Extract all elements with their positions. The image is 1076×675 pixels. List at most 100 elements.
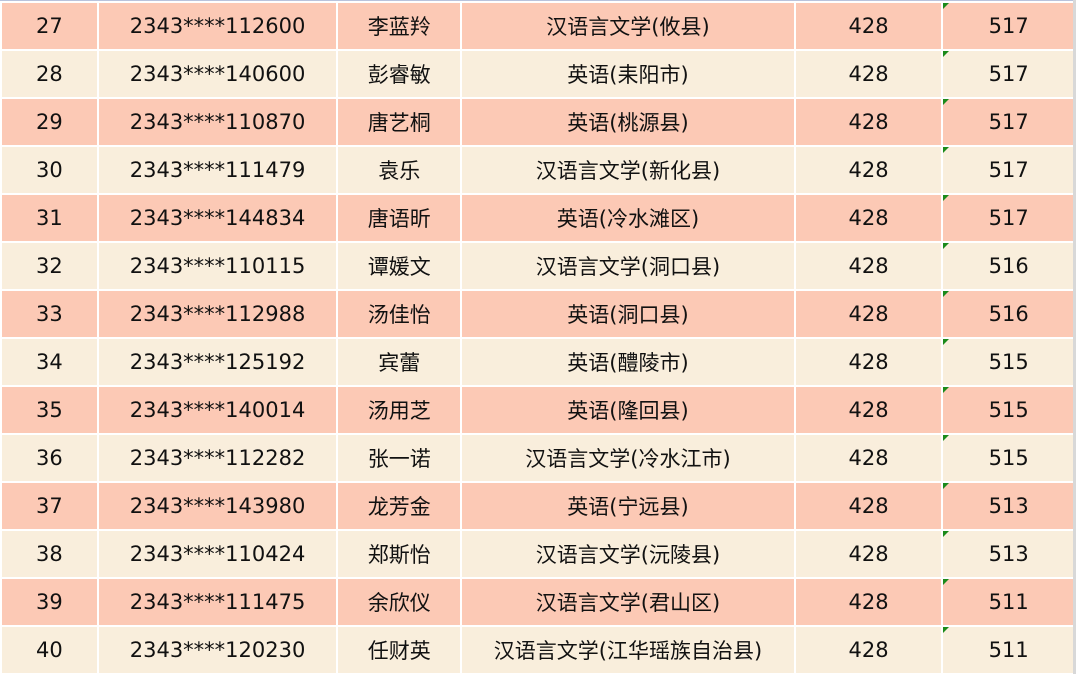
major-region-cell[interactable]: 英语(耒阳市) [460,49,796,99]
score-a-cell[interactable]: 428 [793,145,944,195]
table-row: 35 2343****140014 汤用芝 英语(隆回县) 428 515 [0,385,1076,435]
score-a-cell[interactable]: 428 [793,289,944,339]
student-name-cell[interactable]: 汤用芝 [336,385,463,435]
student-name-cell[interactable]: 唐语昕 [336,193,463,243]
score-b-cell[interactable]: 516 [941,289,1076,339]
score-b-cell[interactable]: 515 [941,385,1076,435]
score-b-cell[interactable]: 517 [941,1,1076,51]
exam-id-cell[interactable]: 2343****112600 [96,1,339,51]
table-row: 29 2343****110870 唐艺桐 英语(桃源县) 428 517 [0,97,1076,147]
row-number-cell[interactable]: 29 [0,97,99,147]
student-name-cell[interactable]: 任财英 [336,625,463,675]
row-number-cell[interactable]: 36 [0,433,99,483]
column-edge [1073,0,1076,674]
student-name-cell[interactable]: 袁乐 [336,145,463,195]
score-b-cell[interactable]: 517 [941,145,1076,195]
row-number-cell[interactable]: 32 [0,241,99,291]
row-number-cell[interactable]: 38 [0,529,99,579]
major-region-cell[interactable]: 汉语言文学(沅陵县) [460,529,796,579]
student-name-cell[interactable]: 龙芳金 [336,481,463,531]
table-row: 40 2343****120230 任财英 汉语言文学(江华瑶族自治县) 428 511 [0,625,1076,675]
table-row: 37 2343****143980 龙芳金 英语(宁远县) 428 513 [0,481,1076,531]
student-name-cell[interactable]: 郑斯怡 [336,529,463,579]
student-name-cell[interactable]: 唐艺桐 [336,97,463,147]
student-name-cell[interactable]: 彭睿敏 [336,49,463,99]
row-number-cell[interactable]: 31 [0,193,99,243]
score-a-cell[interactable]: 428 [793,193,944,243]
major-region-cell[interactable]: 汉语言文学(君山区) [460,577,796,627]
major-region-cell[interactable]: 汉语言文学(新化县) [460,145,796,195]
score-b-cell[interactable]: 515 [941,433,1076,483]
table-row: 38 2343****110424 郑斯怡 汉语言文学(沅陵县) 428 513 [0,529,1076,579]
table-row: 31 2343****144834 唐语昕 英语(冷水滩区) 428 517 [0,193,1076,243]
row-number-cell[interactable]: 33 [0,289,99,339]
score-a-cell[interactable]: 428 [793,337,944,387]
score-a-cell[interactable]: 428 [793,529,944,579]
table-row: 34 2343****125192 宾蕾 英语(醴陵市) 428 515 [0,337,1076,387]
table-row: 30 2343****111479 袁乐 汉语言文学(新化县) 428 517 [0,145,1076,195]
table-row: 32 2343****110115 谭媛文 汉语言文学(洞口县) 428 516 [0,241,1076,291]
exam-id-cell[interactable]: 2343****144834 [96,193,339,243]
table-row: 39 2343****111475 余欣仪 汉语言文学(君山区) 428 511 [0,577,1076,627]
row-number-cell[interactable]: 37 [0,481,99,531]
student-name-cell[interactable]: 谭媛文 [336,241,463,291]
table-row: 27 2343****112600 李蓝羚 汉语言文学(攸县) 428 517 [0,1,1076,51]
top-border [0,0,1076,1]
row-number-cell[interactable]: 40 [0,625,99,675]
exam-id-cell[interactable]: 2343****111479 [96,145,339,195]
major-region-cell[interactable]: 英语(冷水滩区) [460,193,796,243]
student-name-cell[interactable]: 宾蕾 [336,337,463,387]
major-region-cell[interactable]: 汉语言文学(攸县) [460,1,796,51]
score-a-cell[interactable]: 428 [793,97,944,147]
score-b-cell[interactable]: 517 [941,193,1076,243]
exam-id-cell[interactable]: 2343****143980 [96,481,339,531]
student-name-cell[interactable]: 汤佳怡 [336,289,463,339]
student-name-cell[interactable]: 余欣仪 [336,577,463,627]
student-name-cell[interactable]: 张一诺 [336,433,463,483]
exam-id-cell[interactable]: 2343****110870 [96,97,339,147]
student-name-cell[interactable]: 李蓝羚 [336,1,463,51]
row-number-cell[interactable]: 34 [0,337,99,387]
row-number-cell[interactable]: 27 [0,1,99,51]
score-a-cell[interactable]: 428 [793,481,944,531]
score-a-cell[interactable]: 428 [793,1,944,51]
exam-id-cell[interactable]: 2343****110424 [96,529,339,579]
major-region-cell[interactable]: 英语(桃源县) [460,97,796,147]
row-number-cell[interactable]: 35 [0,385,99,435]
exam-id-cell[interactable]: 2343****140014 [96,385,339,435]
exam-id-cell[interactable]: 2343****112282 [96,433,339,483]
score-a-cell[interactable]: 428 [793,385,944,435]
score-b-cell[interactable]: 517 [941,97,1076,147]
major-region-cell[interactable]: 汉语言文学(洞口县) [460,241,796,291]
major-region-cell[interactable]: 英语(隆回县) [460,385,796,435]
score-a-cell[interactable]: 428 [793,241,944,291]
exam-id-cell[interactable]: 2343****112988 [96,289,339,339]
major-region-cell[interactable]: 英语(宁远县) [460,481,796,531]
exam-id-cell[interactable]: 2343****110115 [96,241,339,291]
row-number-cell[interactable]: 28 [0,49,99,99]
major-region-cell[interactable]: 英语(洞口县) [460,289,796,339]
exam-id-cell[interactable]: 2343****140600 [96,49,339,99]
score-b-cell[interactable]: 511 [941,625,1076,675]
major-region-cell[interactable]: 汉语言文学(冷水江市) [460,433,796,483]
exam-id-cell[interactable]: 2343****120230 [96,625,339,675]
score-b-cell[interactable]: 513 [941,481,1076,531]
major-region-cell[interactable]: 汉语言文学(江华瑶族自治县) [460,625,796,675]
exam-id-cell[interactable]: 2343****111475 [96,577,339,627]
table-row: 28 2343****140600 彭睿敏 英语(耒阳市) 428 517 [0,49,1076,99]
score-a-cell[interactable]: 428 [793,625,944,675]
table-row: 36 2343****112282 张一诺 汉语言文学(冷水江市) 428 515 [0,433,1076,483]
score-b-cell[interactable]: 517 [941,49,1076,99]
score-a-cell[interactable]: 428 [793,433,944,483]
row-number-cell[interactable]: 39 [0,577,99,627]
score-b-cell[interactable]: 511 [941,577,1076,627]
score-b-cell[interactable]: 515 [941,337,1076,387]
score-a-cell[interactable]: 428 [793,577,944,627]
score-a-cell[interactable]: 428 [793,49,944,99]
score-b-cell[interactable]: 513 [941,529,1076,579]
exam-id-cell[interactable]: 2343****125192 [96,337,339,387]
major-region-cell[interactable]: 英语(醴陵市) [460,337,796,387]
row-number-cell[interactable]: 30 [0,145,99,195]
score-b-cell[interactable]: 516 [941,241,1076,291]
